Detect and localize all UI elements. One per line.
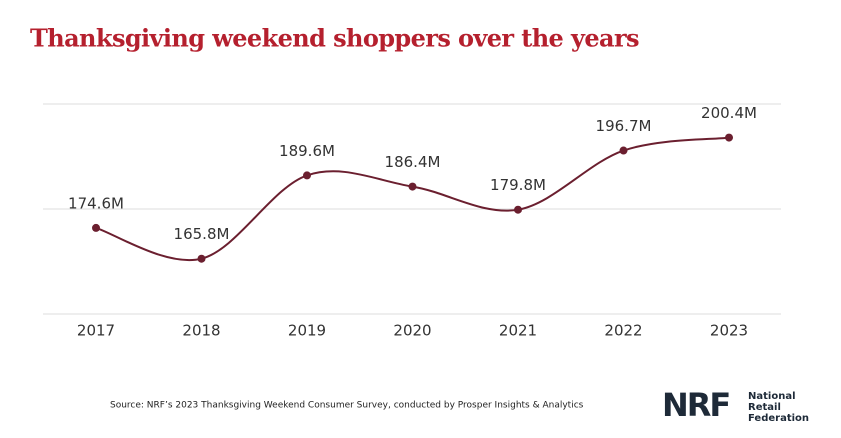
data-point: [303, 171, 311, 180]
data-label: 174.6M: [68, 194, 124, 212]
data-point: [514, 205, 522, 214]
data-label: 186.4M: [385, 153, 441, 171]
data-point: [408, 182, 417, 191]
logo-text: Retail: [748, 402, 781, 413]
data-point: [619, 146, 628, 155]
source-note: Source: NRF’s 2023 Thanksgiving Weekend …: [110, 401, 584, 411]
data-label: 179.8M: [490, 176, 546, 194]
data-label: 200.4M: [701, 104, 757, 122]
x-tick-label: 2019: [288, 322, 326, 340]
data-label: 196.7M: [596, 117, 652, 135]
data-label: 165.8M: [174, 225, 230, 243]
data-point: [92, 223, 100, 232]
data-label: 189.6M: [279, 142, 335, 160]
data-point: [725, 133, 733, 142]
x-tick-label: 2021: [499, 322, 537, 340]
logo-text: Federation: [748, 413, 809, 424]
chart-title: Thanksgiving weekend shoppers over the y…: [30, 24, 639, 53]
logo-text: National: [748, 391, 796, 402]
logo-mark: NRF: [662, 386, 729, 424]
x-tick-label: 2017: [77, 322, 115, 340]
x-tick-label: 2022: [604, 322, 642, 340]
data-point: [197, 254, 206, 263]
x-tick-label: 2023: [710, 322, 748, 340]
x-tick-label: 2018: [182, 322, 220, 340]
x-tick-label: 2020: [393, 322, 431, 340]
